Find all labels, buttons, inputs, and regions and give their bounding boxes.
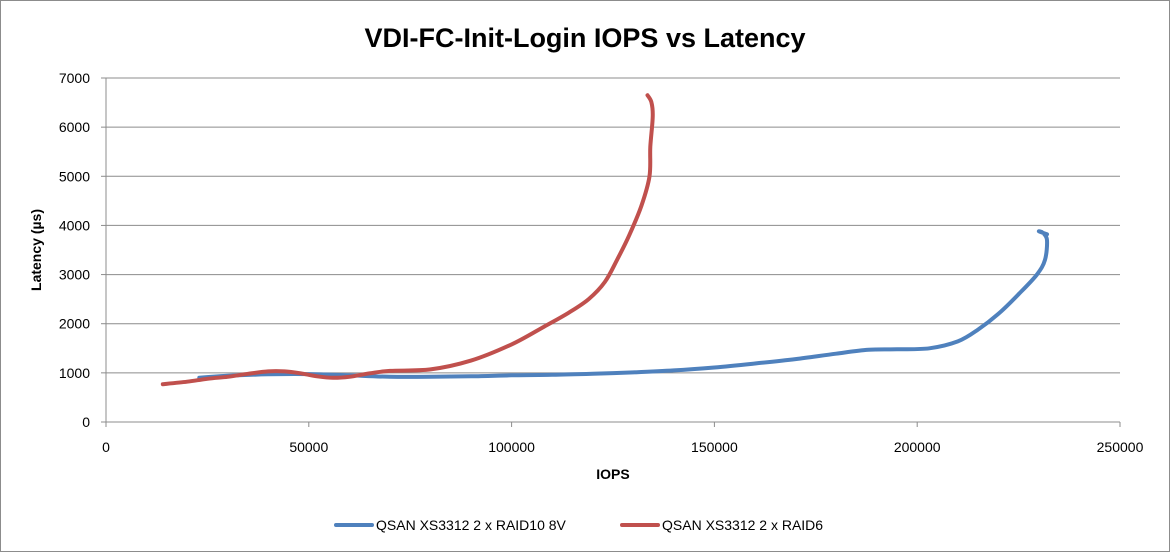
y-tick-label: 6000 — [59, 119, 90, 135]
y-tick-label: 2000 — [59, 316, 90, 332]
gridlines — [106, 77, 1120, 374]
legend-label-2: QSAN XS3312 2 x RAID6 — [662, 517, 823, 533]
x-tick-label: 50000 — [289, 439, 328, 455]
legend-label-1: QSAN XS3312 2 x RAID10 8V — [376, 517, 567, 533]
y-tick-label: 3000 — [59, 267, 90, 283]
y-tick-label: 5000 — [59, 168, 90, 184]
axes — [105, 78, 1120, 423]
y-tick-label: 4000 — [59, 217, 90, 233]
x-axis-label: IOPS — [596, 466, 629, 482]
x-tick-label: 200000 — [894, 439, 941, 455]
series-line-2 — [160, 93, 655, 387]
series-lines — [160, 93, 1050, 387]
chart-title: VDI-FC-Init-Login IOPS vs Latency — [364, 23, 805, 53]
x-tick-label: 150000 — [691, 439, 738, 455]
y-axis-label: Latency (µs) — [28, 209, 44, 291]
x-tick-label: 250000 — [1097, 439, 1144, 455]
x-tick-label: 100000 — [488, 439, 535, 455]
legend: QSAN XS3312 2 x RAID10 8V QSAN XS3312 2 x… — [334, 517, 823, 533]
series-line-1 — [197, 229, 1050, 380]
y-tick-label: 1000 — [59, 365, 90, 381]
y-tick-labels: 0 1000 2000 3000 4000 5000 6000 7000 — [59, 70, 106, 430]
x-tick-labels: 0 50000 100000 150000 200000 250000 — [102, 422, 1144, 455]
x-tick-label: 0 — [102, 439, 110, 455]
y-tick-label: 0 — [82, 414, 90, 430]
y-tick-label: 7000 — [59, 70, 90, 86]
